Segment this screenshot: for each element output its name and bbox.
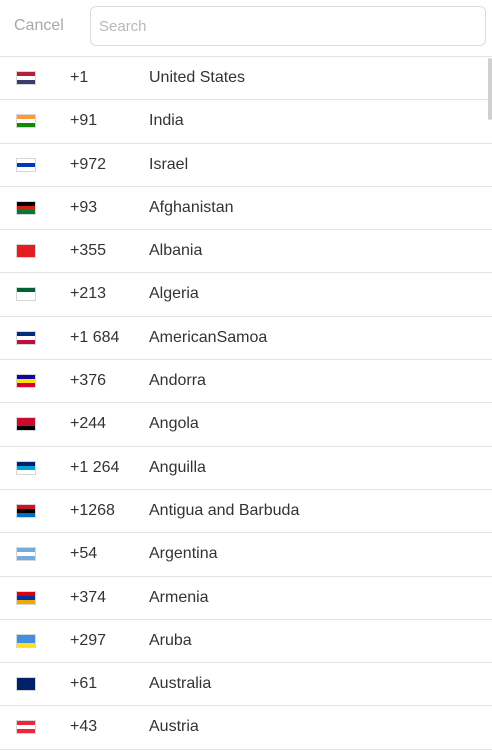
country-dial-code: +93 bbox=[70, 198, 98, 216]
as-flag-icon bbox=[16, 330, 36, 345]
picker-header: Cancel bbox=[0, 0, 492, 56]
country-name: Anguilla bbox=[149, 458, 206, 476]
country-row[interactable]: +1268 Antigua and Barbuda bbox=[0, 490, 492, 534]
country-dial-code: +54 bbox=[70, 545, 98, 563]
country-row[interactable]: +54 Argentina bbox=[0, 533, 492, 577]
country-row[interactable]: +297 Aruba bbox=[0, 620, 492, 664]
dz-flag-icon bbox=[16, 287, 36, 302]
country-name: Angola bbox=[149, 415, 199, 433]
al-flag-icon bbox=[16, 244, 36, 259]
country-row[interactable]: +213 Algeria bbox=[0, 273, 492, 317]
country-dial-code: +355 bbox=[70, 242, 107, 260]
country-name: United States bbox=[149, 69, 246, 86]
cancel-button[interactable]: Cancel bbox=[14, 17, 64, 34]
country-name: AmericanSamoa bbox=[149, 328, 268, 346]
country-row[interactable]: +1 United States bbox=[0, 57, 492, 101]
il-flag-icon bbox=[16, 157, 36, 172]
country-dial-code: +972 bbox=[70, 155, 107, 173]
country-name: Australia bbox=[149, 675, 212, 693]
country-name: Algeria bbox=[149, 285, 199, 303]
country-row[interactable]: +355 Albania bbox=[0, 230, 492, 274]
country-dial-code: +213 bbox=[70, 285, 107, 303]
country-name: Andorra bbox=[149, 372, 206, 390]
country-dial-code: +91 bbox=[70, 112, 98, 130]
country-row[interactable]: +1 264 Anguilla bbox=[0, 447, 492, 490]
ao-flag-icon bbox=[16, 417, 36, 432]
aw-flag-icon bbox=[16, 633, 36, 648]
ar-flag-icon bbox=[16, 547, 36, 562]
country-row[interactable]: +376 Andorra bbox=[0, 360, 492, 404]
country-dial-code: +376 bbox=[70, 372, 107, 390]
country-row[interactable]: +1 684 AmericanSamoa bbox=[0, 317, 492, 361]
country-name: Antigua and Barbuda bbox=[149, 501, 300, 519]
country-name: Afghanistan bbox=[149, 198, 234, 216]
country-dial-code: +1 264 bbox=[70, 458, 120, 476]
us-flag-icon bbox=[16, 71, 36, 85]
country-dial-code: +1 bbox=[70, 69, 89, 86]
country-dial-code: +1 684 bbox=[70, 328, 120, 346]
country-list: +1 United States +91 India +972 Israel +93 Afgh… bbox=[0, 56, 492, 751]
au-flag-icon bbox=[16, 677, 36, 692]
in-flag-icon bbox=[16, 114, 36, 129]
at-flag-icon bbox=[16, 720, 36, 735]
country-dial-code: +374 bbox=[70, 588, 107, 606]
country-name: Aruba bbox=[149, 631, 192, 649]
ag-flag-icon bbox=[16, 503, 36, 518]
country-row[interactable]: +61 Australia bbox=[0, 663, 492, 707]
country-name: Albania bbox=[149, 242, 203, 260]
country-name: Armenia bbox=[149, 588, 209, 606]
country-row[interactable]: +43 Austria bbox=[0, 706, 492, 750]
country-dial-code: +244 bbox=[70, 415, 107, 433]
search-input[interactable] bbox=[90, 6, 486, 46]
country-row[interactable]: +972 Israel bbox=[0, 144, 492, 187]
country-name: India bbox=[149, 112, 184, 130]
country-name: Austria bbox=[149, 718, 199, 736]
ad-flag-icon bbox=[16, 374, 36, 389]
country-name: Argentina bbox=[149, 545, 218, 563]
country-dial-code: +43 bbox=[70, 718, 98, 736]
country-row[interactable]: +374 Armenia bbox=[0, 577, 492, 620]
af-flag-icon bbox=[16, 200, 36, 215]
country-row[interactable]: +93 Afghanistan bbox=[0, 187, 492, 231]
country-dial-code: +297 bbox=[70, 631, 107, 649]
ai-flag-icon bbox=[16, 460, 36, 475]
country-row[interactable]: +244 Angola bbox=[0, 403, 492, 447]
country-dial-code: +61 bbox=[70, 675, 98, 693]
country-dial-code: +1268 bbox=[70, 501, 115, 519]
am-flag-icon bbox=[16, 590, 36, 605]
country-row[interactable]: +91 India bbox=[0, 100, 492, 144]
scrollbar[interactable] bbox=[488, 58, 492, 120]
country-name: Israel bbox=[149, 155, 189, 173]
